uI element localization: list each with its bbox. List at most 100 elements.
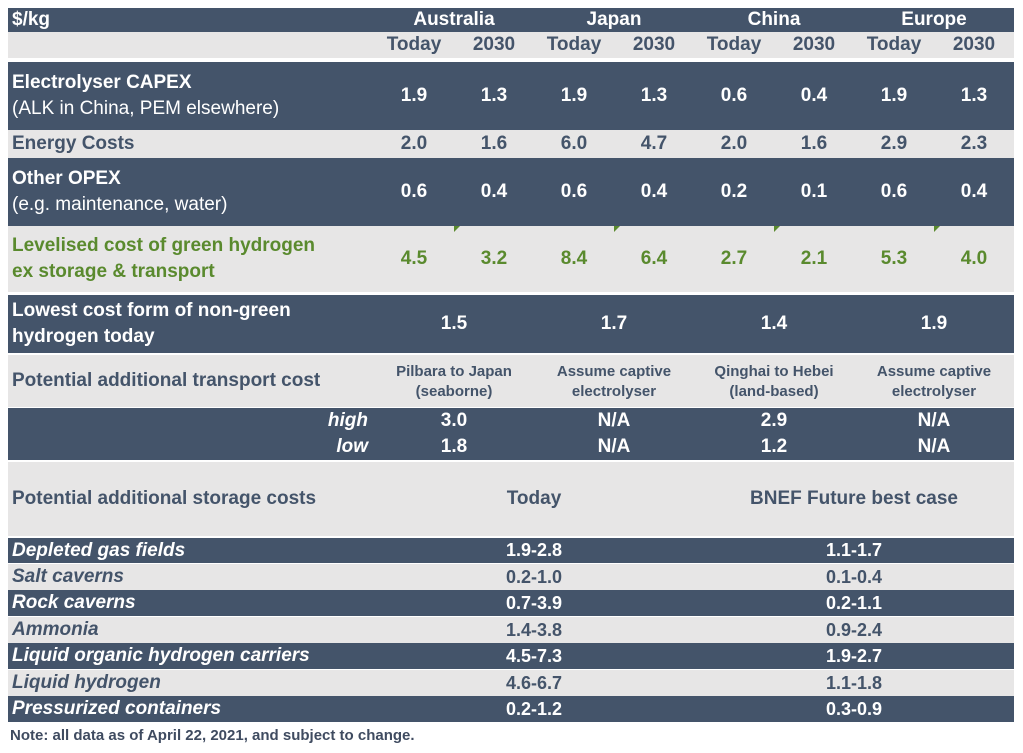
storage-col-future: BNEF Future best case — [750, 488, 958, 509]
capex-value: 1.9 — [880, 85, 908, 106]
period-header: Today — [546, 34, 602, 55]
period-header: 2030 — [472, 34, 516, 55]
period-header: 2030 — [952, 34, 996, 55]
lcoh-value: 6.4 — [640, 248, 668, 269]
transport-header-row: Potential additional transport cost Pilb… — [8, 355, 1014, 407]
storage-future: 0.1-0.4 — [825, 566, 883, 587]
lcoh-value: 4.0 — [960, 248, 988, 269]
transport-route: Assume captive electrolyser — [534, 355, 694, 407]
storage-name: Salt caverns — [12, 566, 124, 587]
energy-value: 4.7 — [640, 133, 668, 154]
transport-low-label: low — [336, 436, 368, 457]
period-header: Today — [866, 34, 922, 55]
transport-low-row: low 1.8 N/A 1.2 N/A — [8, 434, 1014, 460]
lcoh-value: 3.2 — [480, 248, 508, 269]
nongreen-title: Lowest cost form of non-green — [12, 300, 291, 321]
storage-row: Depleted gas fields 1.9-2.8 1.1-1.7 — [8, 538, 1014, 563]
route-line: Pilbara to Japan — [396, 362, 512, 380]
energy-value: 2.0 — [720, 133, 748, 154]
route-line: (land-based) — [729, 382, 819, 400]
storage-name: Liquid organic hydrogen carriers — [12, 645, 310, 666]
opex-value: 0.4 — [480, 181, 508, 202]
transport-low-value: 1.2 — [760, 436, 788, 457]
lcoh-row: Levelised cost of green hydrogen ex stor… — [8, 226, 1014, 292]
storage-name: Depleted gas fields — [12, 539, 186, 561]
storage-today: 1.9-2.8 — [505, 540, 563, 560]
opex-value: 0.6 — [560, 181, 588, 202]
lcoh-value: 2.7 — [720, 248, 748, 269]
nongreen-value: 1.4 — [760, 313, 788, 334]
capex-value: 1.3 — [960, 85, 988, 106]
storage-name: Ammonia — [12, 619, 99, 640]
capex-row: Electrolyser CAPEX (ALK in China, PEM el… — [8, 62, 1014, 130]
storage-future: 1.1-1.8 — [825, 672, 883, 693]
nongreen-value: 1.9 — [920, 313, 948, 334]
opex-label: Other OPEX (e.g. maintenance, water) — [12, 158, 227, 226]
storage-row: Ammonia 1.4-3.8 0.9-2.4 — [8, 617, 1014, 643]
storage-name: Rock caverns — [12, 592, 136, 613]
transport-low-value: 1.8 — [440, 436, 468, 457]
storage-name: Pressurized containers — [12, 698, 222, 719]
transport-label: Potential additional transport cost — [12, 370, 321, 391]
storage-col-today: Today — [506, 488, 562, 509]
transport-high-row: high 3.0 N/A 2.9 N/A — [8, 408, 1014, 434]
route-line: electrolyser — [891, 382, 977, 400]
opex-value: 0.6 — [400, 181, 428, 202]
transport-route: Pilbara to Japan (seaborne) — [374, 355, 534, 407]
transport-low-value: N/A — [917, 436, 951, 457]
opex-subtitle: (e.g. maintenance, water) — [12, 194, 228, 215]
cell-marker-icon — [614, 226, 620, 232]
period-header-row: Today 2030 Today 2030 Today 2030 Today 2… — [8, 32, 1014, 58]
transport-high-value: N/A — [917, 410, 951, 431]
region-australia: Australia — [413, 9, 495, 30]
storage-future: 0.3-0.9 — [825, 698, 883, 719]
storage-row: Pressurized containers 0.2-1.2 0.3-0.9 — [8, 696, 1014, 722]
capex-value: 1.3 — [640, 85, 668, 106]
storage-today: 0.7-3.9 — [505, 592, 563, 613]
transport-route: Qinghai to Hebei (land-based) — [694, 355, 854, 407]
energy-costs-label: Energy Costs — [12, 133, 135, 154]
lcoh-value: 8.4 — [560, 248, 588, 269]
storage-today: 0.2-1.0 — [505, 566, 563, 587]
nongreen-subtitle: hydrogen today — [12, 326, 155, 347]
lcoh-value: 5.3 — [880, 248, 908, 269]
storage-future: 0.2-1.1 — [825, 592, 883, 613]
route-line: (seaborne) — [415, 382, 493, 400]
storage-header-row: Potential additional storage costs Today… — [8, 462, 1014, 536]
capex-label: Electrolyser CAPEX (ALK in China, PEM el… — [12, 62, 279, 130]
storage-future: 1.9-2.7 — [825, 645, 883, 666]
cell-marker-icon — [934, 226, 940, 232]
opex-value: 0.2 — [720, 181, 748, 202]
nongreen-value: 1.5 — [440, 313, 468, 334]
energy-value: 2.9 — [880, 133, 908, 154]
transport-high-value: 3.0 — [440, 410, 468, 431]
route-line: electrolyser — [571, 382, 657, 400]
capex-value: 1.3 — [480, 85, 508, 106]
lcoh-subtitle: ex storage & transport — [12, 261, 215, 282]
energy-value: 2.3 — [960, 133, 988, 154]
storage-today: 4.6-6.7 — [505, 672, 563, 693]
footnote: Note: all data as of April 22, 2021, and… — [10, 727, 415, 744]
capex-value: 0.6 — [720, 85, 748, 106]
period-header: 2030 — [632, 34, 676, 55]
cell-marker-icon — [774, 226, 780, 232]
lcoh-label: Levelised cost of green hydrogen ex stor… — [12, 226, 315, 292]
lcoh-title: Levelised cost of green hydrogen — [12, 235, 316, 256]
opex-value: 0.4 — [640, 181, 668, 202]
period-header: 2030 — [792, 34, 836, 55]
region-japan: Japan — [586, 9, 642, 30]
lcoh-value: 2.1 — [800, 248, 828, 269]
nongreen-value: 1.7 — [600, 313, 628, 334]
capex-value: 1.9 — [560, 85, 588, 106]
capex-title: Electrolyser CAPEX — [12, 72, 192, 93]
storage-future: 1.1-1.7 — [825, 540, 883, 560]
storage-today: 0.2-1.2 — [505, 698, 563, 719]
energy-value: 2.0 — [400, 133, 428, 154]
energy-costs-row: Energy Costs 2.0 1.6 6.0 4.7 2.0 1.6 2.9… — [8, 130, 1014, 158]
opex-value: 0.6 — [880, 181, 908, 202]
route-line: Assume captive — [876, 362, 992, 380]
period-header: Today — [706, 34, 762, 55]
energy-value: 1.6 — [800, 133, 828, 154]
opex-value: 0.1 — [800, 181, 828, 202]
period-header: Today — [386, 34, 442, 55]
